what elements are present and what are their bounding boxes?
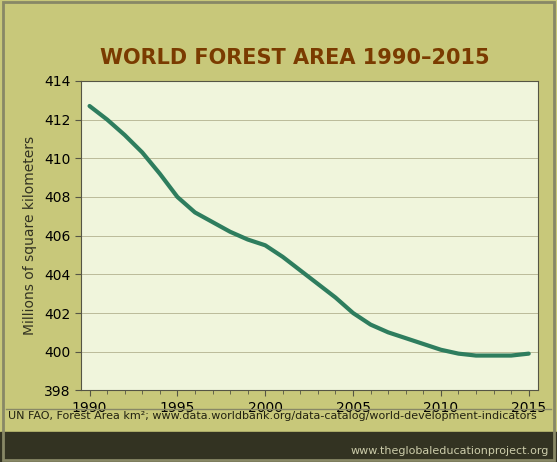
Text: www.theglobaleducationproject.org: www.theglobaleducationproject.org xyxy=(350,446,549,456)
Y-axis label: Millions of square kilometers: Millions of square kilometers xyxy=(23,136,37,335)
Text: UN FAO, Forest Area km²; www.data.worldbank.org/data-catalog/world-development-i: UN FAO, Forest Area km²; www.data.worldb… xyxy=(8,411,537,421)
Text: WORLD FOREST AREA 1990–2015: WORLD FOREST AREA 1990–2015 xyxy=(100,48,490,68)
Text: www.theglobaleducationproject.org: www.theglobaleducationproject.org xyxy=(350,446,549,456)
